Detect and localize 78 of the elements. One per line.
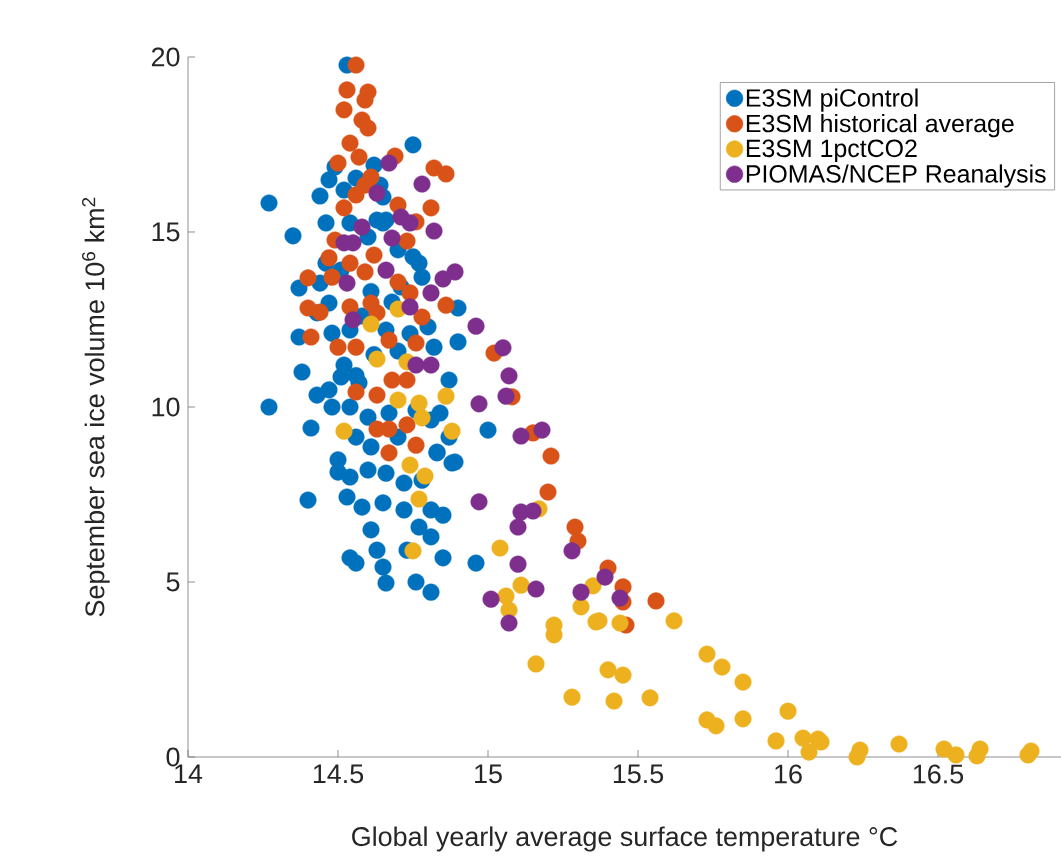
point (422, 356, 440, 374)
point (779, 702, 797, 720)
point (1019, 746, 1037, 764)
point (800, 743, 818, 761)
point (500, 614, 518, 632)
point (413, 409, 431, 427)
point (614, 666, 632, 684)
point (482, 590, 500, 608)
point (767, 732, 785, 750)
point (512, 576, 530, 594)
point (422, 284, 440, 302)
point (707, 717, 725, 735)
x-tick-label: 15.5 (613, 764, 664, 784)
point (713, 658, 731, 676)
point (497, 387, 515, 405)
point (401, 298, 419, 316)
point (605, 692, 623, 710)
point (563, 688, 581, 706)
point (338, 274, 356, 292)
point (425, 222, 443, 240)
point (407, 356, 425, 374)
point (437, 387, 455, 405)
point (470, 395, 488, 413)
point (509, 555, 527, 573)
x-tick-label: 16.5 (913, 764, 964, 784)
point (410, 394, 428, 412)
point (335, 422, 353, 440)
point (794, 729, 812, 747)
point (404, 542, 422, 560)
point (470, 493, 488, 511)
x-tick-label: 15 (475, 764, 502, 784)
point (698, 645, 716, 663)
legend-label: E3SM 1pctCO2 (746, 139, 917, 163)
point (491, 539, 509, 557)
point (527, 580, 545, 598)
y-tick-label: 15 (152, 222, 180, 242)
point (572, 598, 590, 616)
legend-label: PIOMAS/NCEP Reanalysis (746, 164, 1046, 188)
point (524, 502, 542, 520)
x-tick-label: 14.5 (313, 764, 364, 784)
point (401, 214, 419, 232)
point (665, 612, 683, 630)
y-axis-title: September sea ice volume 10$^{6}$ km$^{2}$ (82, 197, 110, 617)
point (353, 218, 371, 236)
legend-label: E3SM historical average (746, 114, 1014, 138)
point (572, 583, 590, 601)
point (509, 518, 527, 536)
x-axis-title: Global yearly average surface temperature °C (352, 826, 898, 852)
point (446, 263, 464, 281)
point (413, 175, 431, 193)
point (362, 315, 380, 333)
point (527, 655, 545, 673)
y-tick-label: 20 (151, 47, 180, 67)
point (848, 748, 866, 766)
point (416, 467, 434, 485)
point (500, 367, 518, 385)
point (533, 421, 551, 439)
point (734, 710, 752, 728)
point (968, 747, 986, 765)
x-tick-label: 16 (775, 764, 802, 784)
legend-label: E3SM piControl (746, 88, 918, 112)
point (641, 689, 659, 707)
point (410, 490, 428, 508)
point (401, 456, 419, 474)
point (383, 229, 401, 247)
point (734, 673, 752, 691)
point (563, 542, 581, 560)
y-tick-label: 5 (166, 572, 180, 592)
point (434, 270, 452, 288)
point (890, 735, 908, 753)
point (512, 427, 530, 445)
point (467, 317, 485, 335)
y-tick-label: 10 (152, 397, 180, 417)
point (947, 746, 965, 764)
point (389, 391, 407, 409)
point (377, 261, 395, 279)
point (368, 350, 386, 368)
point (599, 661, 617, 679)
